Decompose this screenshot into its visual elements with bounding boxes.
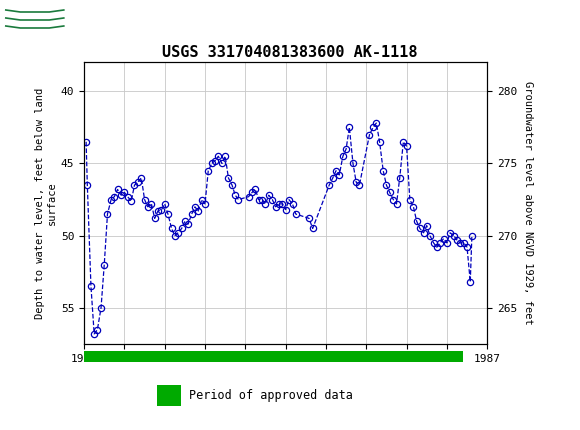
Text: USGS 331704081383600 AK-1118: USGS 331704081383600 AK-1118 xyxy=(162,45,418,60)
Text: Period of approved data: Period of approved data xyxy=(189,389,353,402)
Y-axis label: Groundwater level above NGVD 1929, feet: Groundwater level above NGVD 1929, feet xyxy=(523,81,532,325)
Y-axis label: Depth to water level, feet below land
surface: Depth to water level, feet below land su… xyxy=(35,88,57,319)
Bar xyxy=(157,385,181,406)
Bar xyxy=(84,351,463,362)
Text: USGS: USGS xyxy=(78,11,133,29)
FancyBboxPatch shape xyxy=(3,3,70,37)
